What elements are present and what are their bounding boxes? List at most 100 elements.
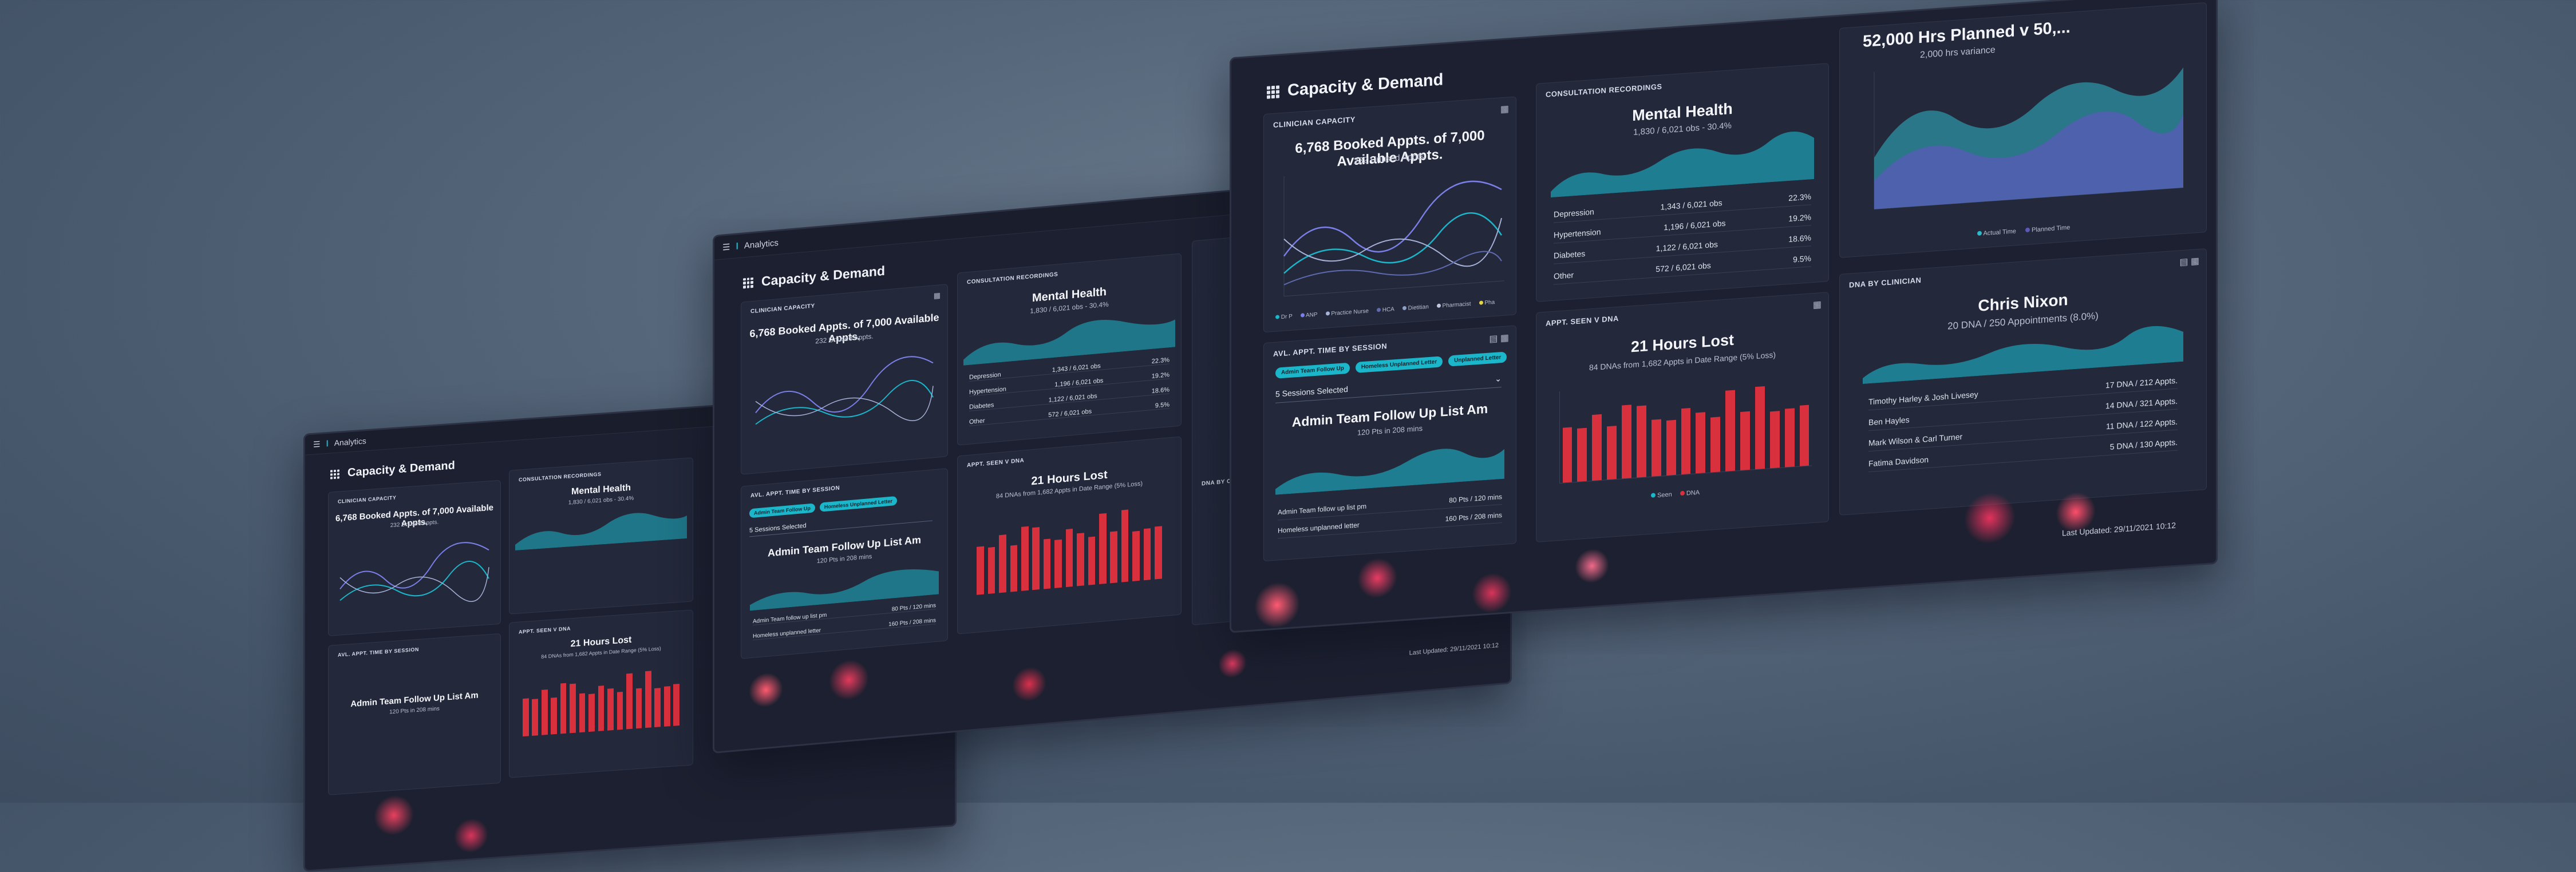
- dna-bar[interactable]: [1099, 513, 1107, 585]
- dna-bar[interactable]: [999, 534, 1006, 593]
- dna-bar[interactable]: [532, 699, 539, 736]
- dna-bar[interactable]: [1710, 417, 1721, 473]
- legend-item[interactable]: Pha: [1479, 299, 1495, 307]
- app-name: Analytics: [334, 436, 366, 448]
- dna-bar[interactable]: [1607, 426, 1617, 480]
- dna-bar[interactable]: [987, 546, 995, 594]
- dna-bar[interactable]: [1636, 405, 1646, 478]
- dna-bar[interactable]: [607, 688, 614, 731]
- table-icon[interactable]: ▦: [1812, 300, 1822, 311]
- chevron-down-icon: ⌄: [1495, 374, 1502, 383]
- logo-icon: ꓲ: [736, 241, 738, 252]
- card-title: CONSULTATION RECORDINGS: [1546, 82, 1662, 99]
- session-select[interactable]: 5 Sessions Selected ⌄: [1275, 374, 1502, 403]
- dna-bar[interactable]: [673, 684, 680, 726]
- card-title: CLINICIAN CAPACITY: [1273, 114, 1356, 130]
- planned-legend: Actual Time Planned Time: [1977, 224, 2070, 237]
- dna-bar[interactable]: [1065, 529, 1073, 588]
- dna-bar[interactable]: [1088, 536, 1096, 585]
- dna-bar[interactable]: [1143, 528, 1151, 581]
- legend-item[interactable]: DNA: [1680, 489, 1700, 497]
- dna-bar[interactable]: [1592, 414, 1602, 481]
- filter-chip[interactable]: Unplanned Letter: [1448, 351, 1507, 367]
- table-icon[interactable]: ▦: [933, 291, 941, 300]
- dna-bar[interactable]: [1725, 390, 1736, 471]
- card-title: CONSULTATION RECORDINGS: [967, 271, 1058, 286]
- card-title: APPT. SEEN V DNA: [967, 457, 1025, 469]
- page-header: Capacity & Demand: [743, 263, 885, 291]
- logo-icon: ꓲ: [326, 438, 329, 448]
- dna-bar[interactable]: [541, 689, 548, 735]
- dna-bar[interactable]: [551, 697, 557, 735]
- dna-bar[interactable]: [1562, 427, 1573, 483]
- legend-item[interactable]: Seen: [1651, 491, 1672, 500]
- dna-bar-chart: [975, 498, 1164, 595]
- filter-chip[interactable]: Homeless Unplanned Letter: [819, 496, 897, 512]
- legend-item[interactable]: Dietitian: [1402, 304, 1429, 312]
- app-name: Analytics: [744, 237, 779, 251]
- dna-bar-chart: [1559, 374, 1812, 484]
- dna-bar[interactable]: [1622, 405, 1631, 479]
- legend-item[interactable]: Actual Time: [1977, 228, 2016, 237]
- dna-bar[interactable]: [1666, 419, 1676, 476]
- dna-bar[interactable]: [1110, 531, 1117, 584]
- capacity-line-chart: [339, 542, 489, 602]
- dna-bar[interactable]: [626, 673, 633, 730]
- dna-bar[interactable]: [977, 546, 984, 595]
- dna-bar[interactable]: [1577, 427, 1587, 482]
- dna-bar[interactable]: [579, 693, 586, 733]
- filter-chip[interactable]: Admin Team Follow Up: [749, 503, 815, 518]
- legend-item[interactable]: Dr P: [1275, 314, 1293, 321]
- card-title: AVL. APPT. TIME BY SESSION: [750, 485, 840, 500]
- dna-bar[interactable]: [645, 671, 651, 728]
- card-title: DNA BY CLINICIAN: [1849, 275, 1922, 290]
- dna-bar[interactable]: [1784, 407, 1795, 467]
- filter-chip[interactable]: Homeless Unplanned Letter: [1355, 356, 1443, 373]
- dna-bar[interactable]: [1740, 411, 1750, 470]
- dna-bar[interactable]: [1154, 526, 1162, 580]
- legend-item[interactable]: ANP: [1300, 312, 1318, 319]
- dna-bar[interactable]: [1681, 407, 1691, 475]
- dna-bar[interactable]: [1032, 526, 1040, 590]
- capacity-legend: Dr P ANP Practice Nurse HCA Dietitian Ph…: [1275, 299, 1495, 321]
- dna-bar[interactable]: [1651, 419, 1661, 477]
- dna-bar[interactable]: [1696, 412, 1706, 474]
- dna-bar[interactable]: [570, 683, 576, 734]
- dna-bar[interactable]: [560, 683, 567, 734]
- grid-icon: [1267, 85, 1279, 99]
- dna-bar[interactable]: [588, 693, 595, 732]
- menu-icon[interactable]: ☰: [722, 242, 730, 253]
- legend-item[interactable]: Planned Time: [2025, 224, 2070, 234]
- dna-bar[interactable]: [1043, 538, 1051, 589]
- dna-bar[interactable]: [522, 698, 529, 737]
- legend-item[interactable]: Practice Nurse: [1325, 308, 1369, 317]
- dashboard-screen-front: Capacity & Demand CLINICIAN CAPACITY ▦ 6…: [1230, 0, 2218, 633]
- dna-bar[interactable]: [654, 688, 661, 727]
- grid-icon: [743, 277, 753, 288]
- chart-icons[interactable]: ▤ ▦: [1489, 333, 1509, 344]
- dna-bar[interactable]: [1769, 410, 1780, 469]
- chart-icons[interactable]: ▤ ▦: [2179, 256, 2199, 268]
- dna-bar[interactable]: [1799, 405, 1809, 466]
- dna-bar[interactable]: [1077, 532, 1084, 586]
- dna-bar[interactable]: [1132, 531, 1140, 581]
- dna-bar[interactable]: [598, 685, 605, 731]
- page-header: Capacity & Demand: [330, 459, 455, 481]
- dna-bar[interactable]: [635, 688, 642, 729]
- dna-bar[interactable]: [1010, 545, 1018, 592]
- consult-area-chart: [515, 513, 687, 551]
- dna-bar[interactable]: [1054, 539, 1062, 588]
- dna-bar[interactable]: [663, 685, 670, 727]
- table-icon[interactable]: ▦: [1500, 104, 1509, 115]
- dna-bar[interactable]: [1021, 526, 1029, 591]
- appt-time-card: AVL. APPT. TIME BY SESSION Admin Team Fo…: [741, 468, 948, 659]
- legend-item[interactable]: HCA: [1376, 306, 1394, 314]
- capacity-card: CLINICIAN CAPACITY 6,768 Booked Appts. o…: [328, 479, 501, 636]
- dna-bar[interactable]: [617, 691, 623, 730]
- card-title: APPT. SEEN V DNA: [519, 625, 571, 635]
- dna-bar[interactable]: [1755, 386, 1765, 470]
- filter-chip[interactable]: Admin Team Follow Up: [1275, 362, 1350, 379]
- legend-item[interactable]: Pharmacist: [1436, 301, 1471, 310]
- dna-bar[interactable]: [1121, 509, 1129, 582]
- menu-icon[interactable]: ☰: [313, 439, 321, 449]
